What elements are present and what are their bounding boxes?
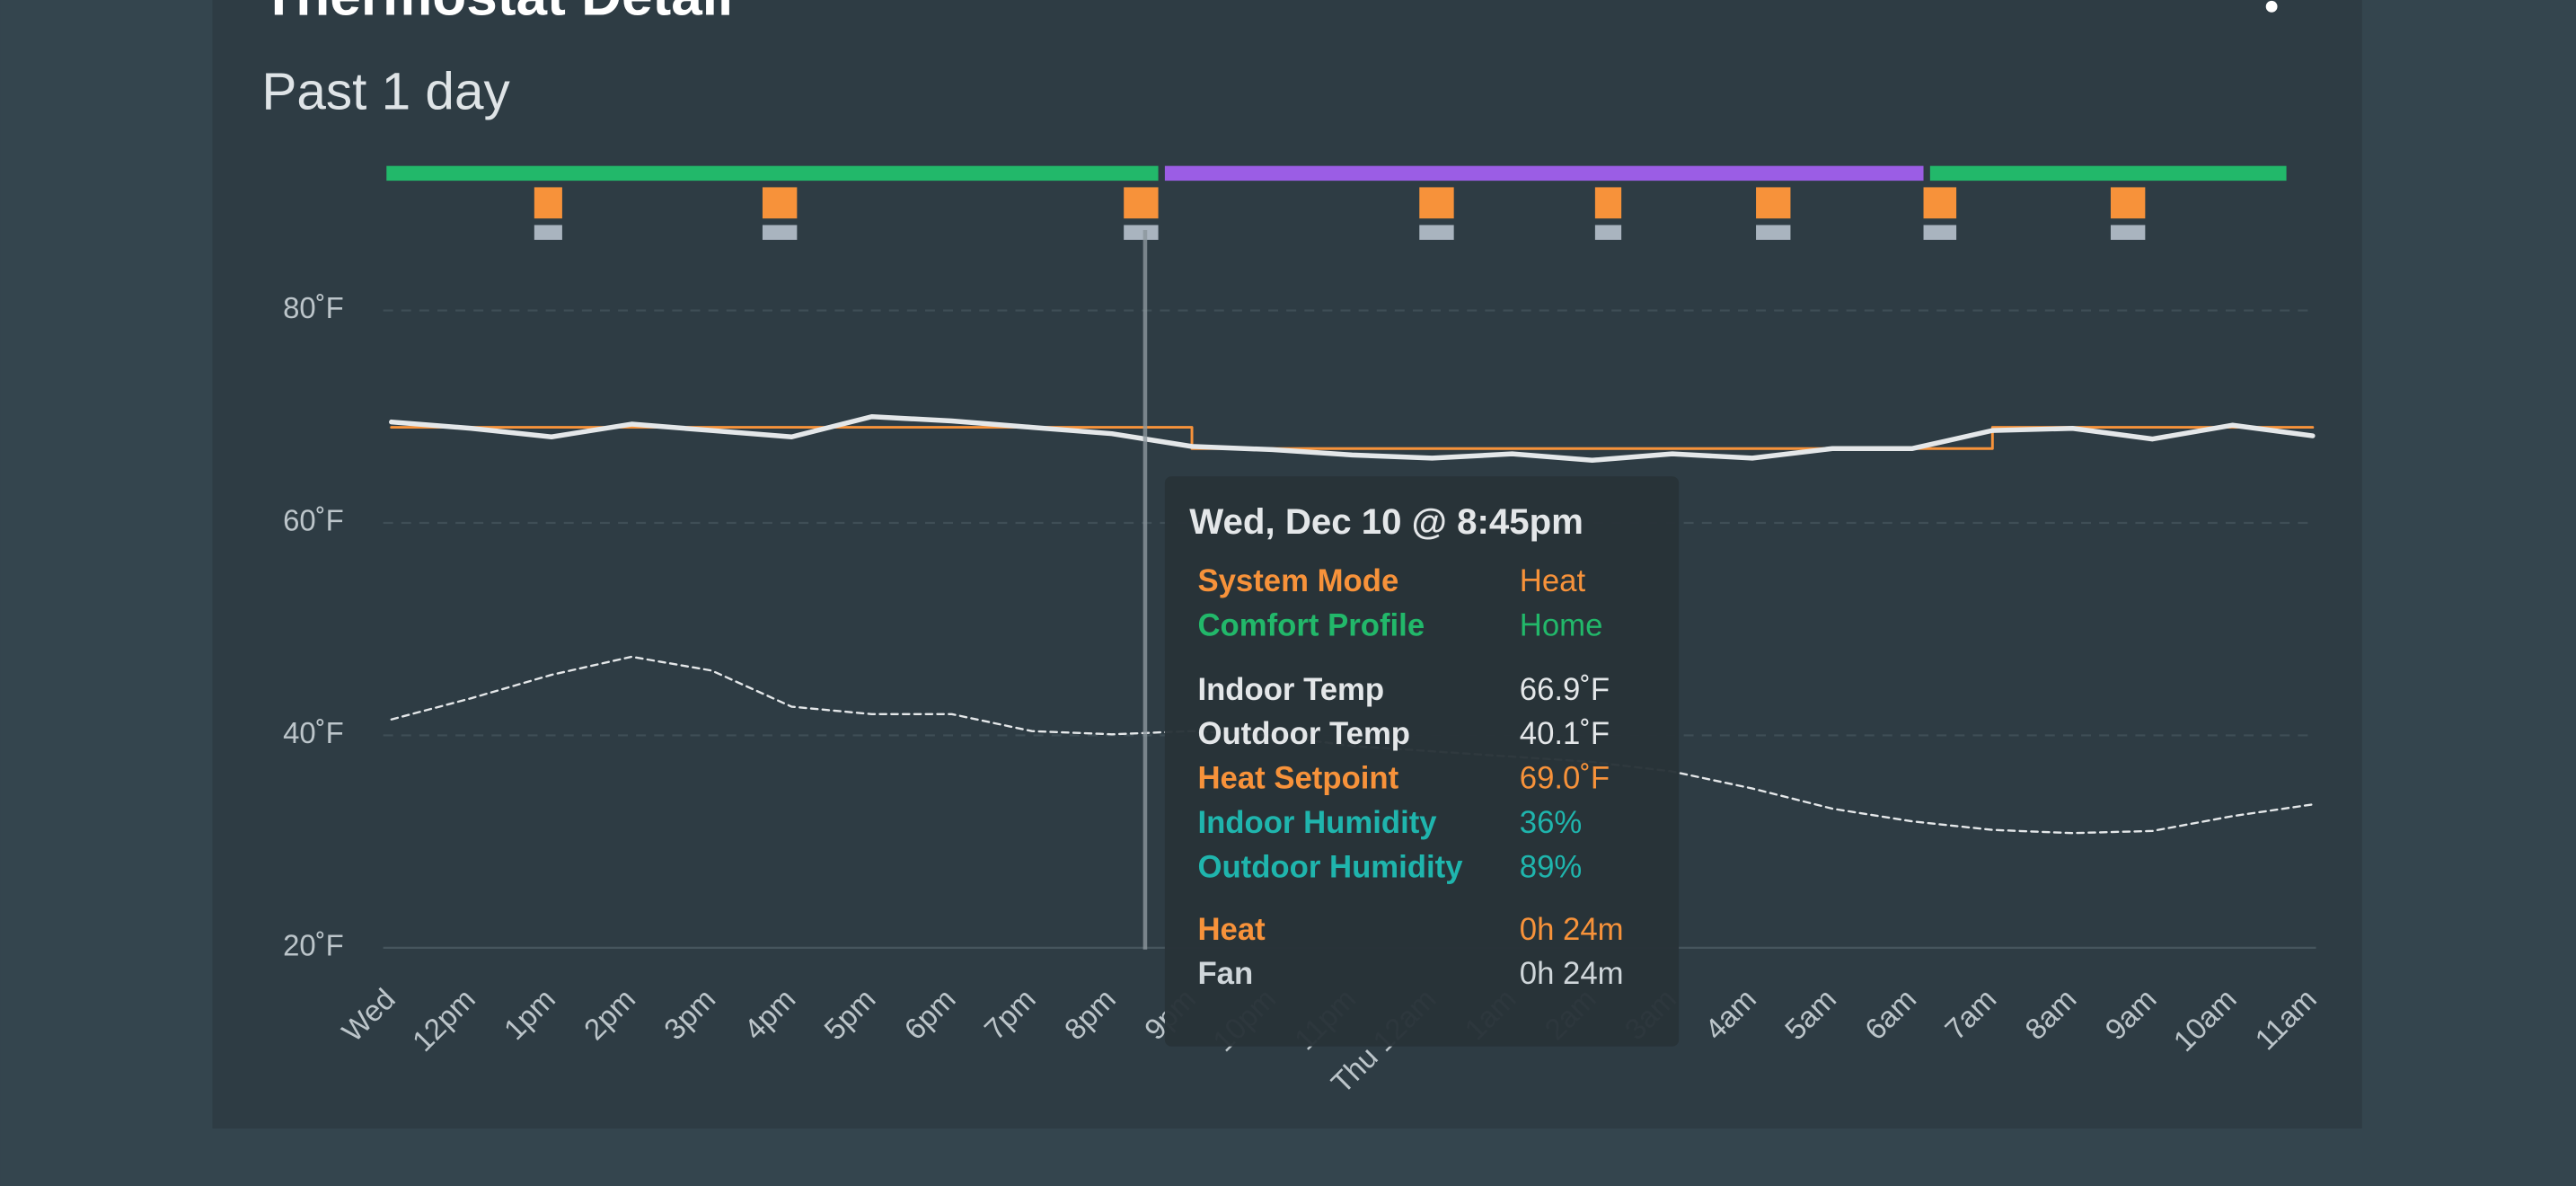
tooltip-label: Indoor Temp	[1197, 673, 1384, 707]
tooltip-value: 69.0˚F	[1520, 762, 1610, 796]
y-tick-label: 40˚F	[283, 716, 344, 749]
tooltip-value: 66.9˚F	[1520, 673, 1610, 707]
fan-runs	[534, 225, 2146, 240]
profile-band	[1929, 165, 2287, 181]
comfort-timeline	[386, 165, 2287, 240]
tooltip-label: Fan	[1197, 957, 1253, 991]
profile-band	[1164, 165, 1924, 181]
tooltip-title: Wed, Dec 10 @ 8:45pm	[1189, 501, 1584, 542]
y-tick-label: 80˚F	[283, 291, 344, 324]
tooltip-label: Indoor Humidity	[1197, 806, 1437, 840]
tooltip-label: Outdoor Temp	[1197, 717, 1410, 751]
tooltip-value: 36%	[1520, 806, 1583, 840]
tooltip-value: Heat	[1520, 564, 1586, 598]
tooltip-box	[1164, 476, 1680, 1047]
tooltip-label: System Mode	[1197, 564, 1398, 598]
series-line	[389, 414, 2316, 463]
card-subtitle: Past 1 day	[261, 62, 510, 120]
menu-dot	[2265, 0, 2278, 13]
menu-button[interactable]	[2265, 0, 2278, 13]
tooltip: Wed, Dec 10 @ 8:45pm System Mode Heat Co…	[1164, 476, 1680, 1047]
series-line	[390, 426, 2315, 450]
heat-runs	[534, 187, 2146, 219]
tooltip-label: Comfort Profile	[1197, 609, 1425, 643]
tooltip-value: 0h 24m	[1520, 913, 1624, 947]
y-tick-label: 60˚F	[283, 504, 344, 537]
y-tick-label: 20˚F	[283, 929, 344, 962]
tooltip-label: Heat Setpoint	[1197, 762, 1398, 796]
tooltip-value: 40.1˚F	[1520, 717, 1610, 751]
tooltip-value: 89%	[1520, 850, 1583, 884]
tooltip-label: Heat	[1197, 913, 1266, 947]
tooltip-value: 0h 24m	[1520, 957, 1624, 991]
card-title: Thermostat Detail	[261, 0, 733, 27]
profile-band	[386, 165, 1159, 181]
tooltip-label: Outdoor Humidity	[1197, 850, 1463, 884]
tooltip-value: Home	[1520, 609, 1603, 643]
